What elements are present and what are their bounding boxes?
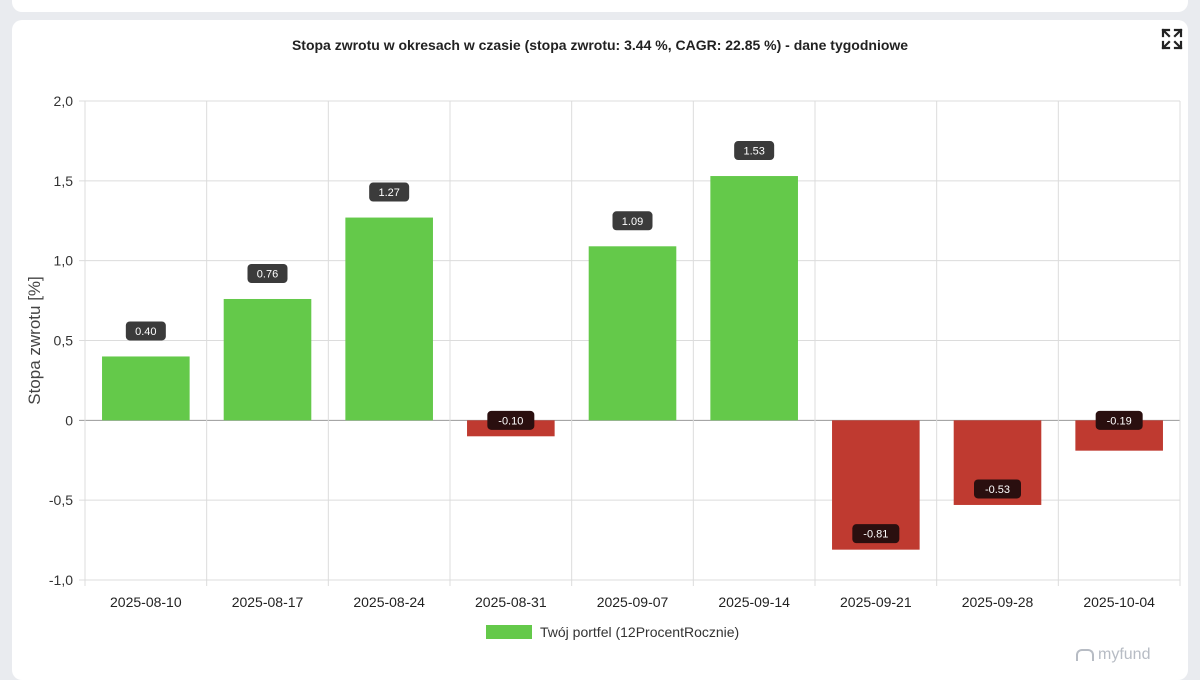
y-tick-label: 0,5 bbox=[54, 333, 74, 349]
data-label: 0.76 bbox=[257, 268, 278, 280]
data-label: -0.81 bbox=[863, 529, 888, 541]
watermark-text: myfund bbox=[1098, 646, 1151, 663]
data-label: 0.40 bbox=[135, 326, 156, 338]
data-label: -0.19 bbox=[1107, 415, 1132, 427]
data-label-box bbox=[852, 524, 900, 544]
bar bbox=[710, 176, 798, 421]
y-axis-label: Stopa zwrotu [%] bbox=[25, 276, 44, 405]
bar bbox=[102, 356, 190, 421]
x-tick-label: 2025-09-21 bbox=[840, 594, 912, 610]
expand-icon[interactable] bbox=[1161, 28, 1183, 50]
bar bbox=[345, 217, 433, 421]
legend-label: Twój portfel (12ProcentRocznie) bbox=[540, 624, 740, 640]
data-label-box bbox=[125, 321, 166, 341]
data-label-box bbox=[1095, 410, 1143, 430]
data-label: -0.10 bbox=[498, 415, 523, 427]
data-label-box bbox=[612, 211, 653, 231]
x-tick-label: 2025-08-31 bbox=[475, 594, 547, 610]
y-tick-label: 1,0 bbox=[54, 253, 74, 269]
bar bbox=[588, 246, 677, 421]
chart-title: Stopa zwrotu w okresach w czasie (stopa … bbox=[291, 37, 909, 53]
y-tick-label: -0,5 bbox=[49, 492, 73, 508]
data-label: 1.27 bbox=[378, 187, 399, 199]
data-label-box bbox=[974, 479, 1021, 499]
x-tick-label: 2025-08-17 bbox=[232, 594, 304, 610]
previous-card bbox=[12, 0, 1188, 12]
y-tick-label: -1,0 bbox=[49, 572, 73, 588]
x-tick-label: 2025-10-04 bbox=[1083, 594, 1155, 610]
y-tick-label: 2,0 bbox=[54, 93, 74, 109]
data-label: 1.53 bbox=[743, 146, 764, 158]
y-tick-label: 0 bbox=[65, 412, 73, 428]
data-label-box bbox=[487, 410, 535, 430]
legend-item[interactable]: Twój portfel (12ProcentRocznie) bbox=[486, 623, 739, 641]
data-label-box bbox=[247, 263, 288, 283]
data-label: 1.09 bbox=[622, 216, 643, 228]
x-tick-label: 2025-09-14 bbox=[718, 594, 790, 610]
x-tick-label: 2025-09-07 bbox=[597, 594, 669, 610]
x-tick-label: 2025-09-28 bbox=[962, 594, 1034, 610]
x-tick-label: 2025-08-10 bbox=[110, 594, 182, 610]
bar bbox=[223, 298, 312, 421]
bar-chart: 2,0 1,5 1,0 0,5 0 -0,5 -1,0 Stopa zwrotu [%] 202… bbox=[25, 93, 1181, 610]
data-label-box bbox=[369, 182, 410, 202]
data-label-box bbox=[734, 141, 775, 161]
data-label: -0.53 bbox=[985, 484, 1010, 496]
legend-swatch bbox=[486, 625, 532, 639]
y-tick-label: 1,5 bbox=[54, 173, 74, 189]
x-tick-label: 2025-08-24 bbox=[353, 594, 425, 610]
watermark-logo: myfund bbox=[1076, 646, 1150, 664]
